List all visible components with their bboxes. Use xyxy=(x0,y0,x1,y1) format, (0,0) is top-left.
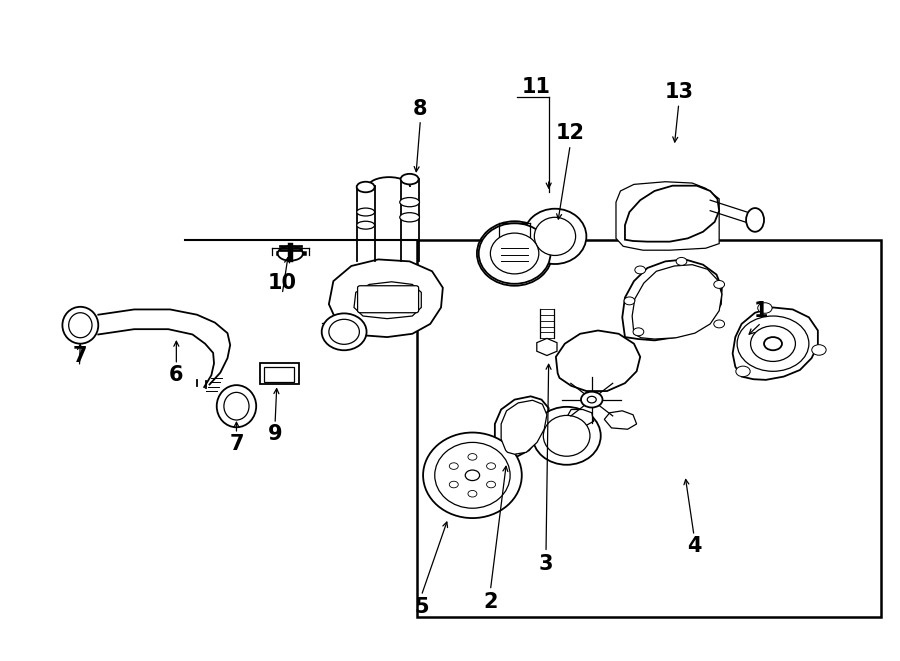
Ellipse shape xyxy=(278,247,303,260)
Polygon shape xyxy=(733,307,818,380)
FancyBboxPatch shape xyxy=(260,364,300,385)
Ellipse shape xyxy=(737,316,809,371)
Ellipse shape xyxy=(524,209,587,264)
Ellipse shape xyxy=(356,182,374,192)
Polygon shape xyxy=(501,401,547,454)
Ellipse shape xyxy=(68,313,92,338)
Circle shape xyxy=(588,397,596,403)
Ellipse shape xyxy=(491,233,539,274)
Ellipse shape xyxy=(544,415,590,456)
Text: 2: 2 xyxy=(483,592,498,611)
Text: 7: 7 xyxy=(230,434,244,453)
FancyBboxPatch shape xyxy=(357,286,418,313)
Ellipse shape xyxy=(479,223,551,284)
Polygon shape xyxy=(328,259,443,337)
Text: 11: 11 xyxy=(522,77,551,97)
Circle shape xyxy=(449,481,458,488)
Ellipse shape xyxy=(321,313,366,350)
Text: 10: 10 xyxy=(267,273,297,293)
Circle shape xyxy=(449,463,458,469)
Circle shape xyxy=(487,481,496,488)
Polygon shape xyxy=(556,330,640,391)
Ellipse shape xyxy=(62,307,98,344)
Polygon shape xyxy=(604,410,636,429)
Ellipse shape xyxy=(751,326,796,362)
Polygon shape xyxy=(632,264,722,339)
Circle shape xyxy=(714,320,724,328)
Ellipse shape xyxy=(356,221,374,229)
Polygon shape xyxy=(567,409,594,425)
Text: 7: 7 xyxy=(72,346,86,366)
Text: 4: 4 xyxy=(687,536,701,557)
Text: 12: 12 xyxy=(555,123,585,143)
Ellipse shape xyxy=(224,393,249,420)
Circle shape xyxy=(736,366,751,377)
Circle shape xyxy=(758,303,772,313)
Circle shape xyxy=(714,280,724,288)
Circle shape xyxy=(812,344,826,355)
Ellipse shape xyxy=(533,407,600,465)
Circle shape xyxy=(487,463,496,469)
Text: 1: 1 xyxy=(754,301,769,321)
Ellipse shape xyxy=(356,208,374,216)
Ellipse shape xyxy=(423,432,522,518)
Ellipse shape xyxy=(400,213,419,222)
Ellipse shape xyxy=(746,208,764,232)
Polygon shape xyxy=(625,186,719,242)
Polygon shape xyxy=(536,338,557,356)
Circle shape xyxy=(468,490,477,497)
Ellipse shape xyxy=(328,319,359,344)
Polygon shape xyxy=(495,397,549,457)
Ellipse shape xyxy=(535,217,576,255)
Polygon shape xyxy=(354,282,421,319)
Text: 6: 6 xyxy=(169,366,184,385)
Circle shape xyxy=(581,392,602,408)
Bar xyxy=(417,240,881,617)
Ellipse shape xyxy=(217,385,256,427)
Circle shape xyxy=(634,266,645,274)
Ellipse shape xyxy=(400,174,418,184)
Text: 5: 5 xyxy=(414,597,428,617)
Circle shape xyxy=(468,453,477,460)
Text: 9: 9 xyxy=(267,424,283,444)
Text: 13: 13 xyxy=(664,82,693,102)
Circle shape xyxy=(465,470,480,481)
Polygon shape xyxy=(616,182,719,251)
Text: 8: 8 xyxy=(413,98,428,119)
Circle shape xyxy=(676,257,687,265)
Circle shape xyxy=(633,328,643,336)
FancyBboxPatch shape xyxy=(265,368,294,382)
Text: 3: 3 xyxy=(539,554,554,574)
Circle shape xyxy=(764,337,782,350)
Ellipse shape xyxy=(435,442,510,508)
Circle shape xyxy=(624,297,634,305)
Ellipse shape xyxy=(400,198,419,207)
Polygon shape xyxy=(622,259,722,340)
